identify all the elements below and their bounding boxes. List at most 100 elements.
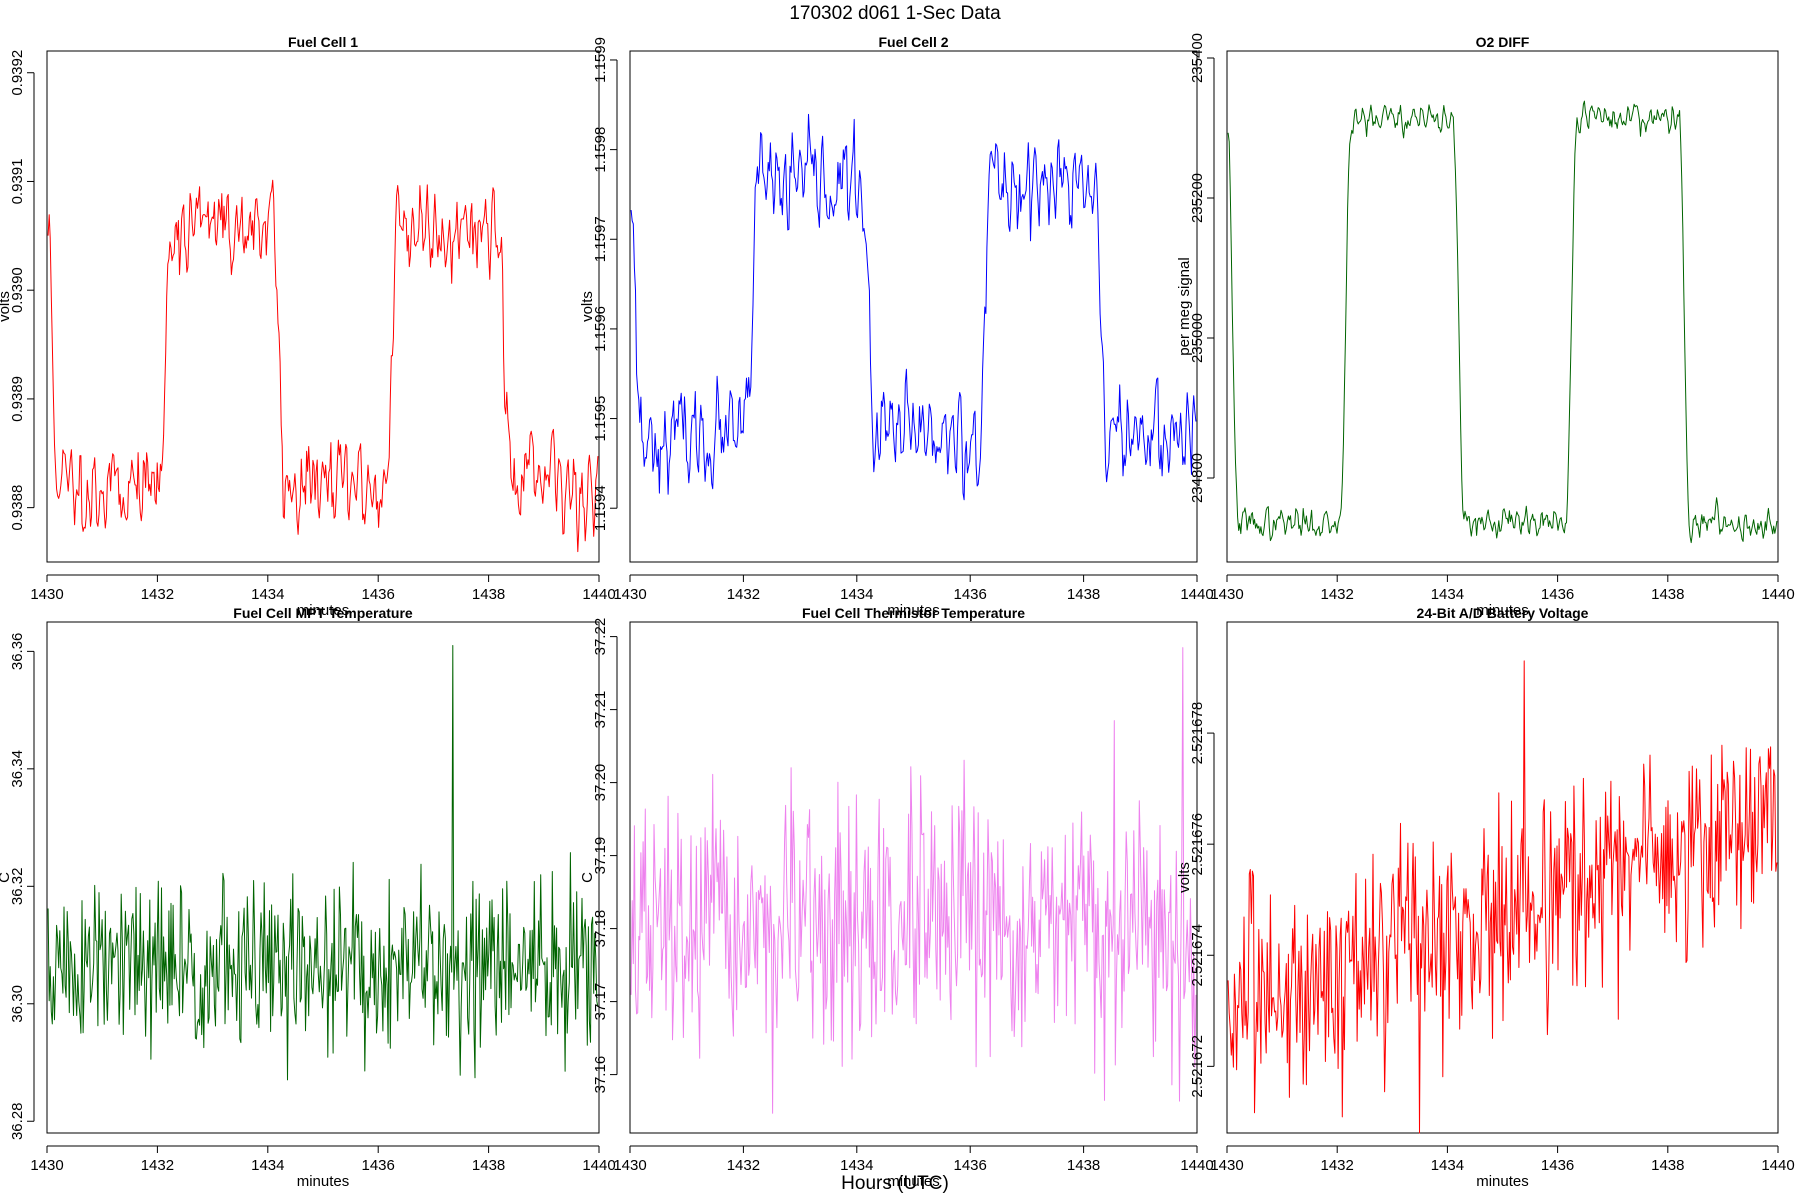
y-tick-label: 36.36 [9,633,26,671]
y-tick-label: 37.22 [592,618,609,656]
x-tick-label: 1438 [1067,1157,1100,1174]
x-axis-label: minutes [1476,602,1529,619]
x-tick-label: 1430 [613,586,646,603]
x-tick-label: 1434 [251,586,284,603]
x-tick-label: 1438 [472,586,505,603]
x-tick-label: 1432 [727,586,760,603]
y-tick-label: 0.9392 [9,50,26,96]
figure-title: 170302 d061 1-Sec Data [789,3,1001,24]
x-tick-label: 1432 [1321,586,1354,603]
y-tick-label: 2.521674 [1189,924,1206,987]
x-tick-label: 1434 [840,586,873,603]
chart-panel: 24-Bit A/D Battery Voltage 1430 1432 1434 14… [1176,605,1795,1190]
plot-frame [1226,621,1779,1134]
x-tick-label: 1434 [840,1157,873,1174]
x-tick-label: 1436 [362,1157,395,1174]
y-tick-label: 0.9390 [9,267,26,313]
chart-panel: O2 DIFF 1430 1432 1434 1436 1438 1440 minutes 23… [1176,33,1795,619]
series-line [630,647,1197,1114]
figure-x-label: Hours (UTC) [841,1173,949,1194]
y-tick-label: 2.521678 [1189,702,1206,765]
x-tick-label: 1438 [472,1157,505,1174]
y-tick-label: 1.1597 [592,216,609,262]
x-tick-label: 1430 [30,1157,63,1174]
panel-title: Fuel Cell 1 [288,34,358,50]
x-tick-label: 1440 [1180,1157,1213,1174]
panel-title: O2 DIFF [1476,34,1530,50]
y-tick-label: 235200 [1189,173,1206,223]
x-tick-label: 1434 [1431,586,1464,603]
y-axis-label: volts [1176,862,1193,893]
x-tick-label: 1432 [141,1157,174,1174]
y-tick-label: 235400 [1189,33,1206,83]
y-tick-label: 37.18 [592,910,609,948]
y-tick-label: 36.30 [9,985,26,1023]
series-line [630,113,1197,501]
x-tick-label: 1440 [1761,1157,1794,1174]
y-tick-label: 36.28 [9,1102,26,1140]
plot-frame [629,621,1198,1134]
x-tick-label: 1440 [582,1157,615,1174]
y-axis-label: volts [579,291,596,322]
x-tick-label: 1432 [1321,1157,1354,1174]
plot-frame [46,621,600,1134]
y-tick-label: 37.20 [592,764,609,802]
y-tick-label: 234800 [1189,453,1206,503]
x-tick-label: 1430 [30,586,63,603]
x-tick-label: 1434 [251,1157,284,1174]
series-line [47,179,599,553]
series-line [47,645,599,1081]
series-line [1227,660,1778,1134]
y-tick-label: 36.32 [9,868,26,906]
x-tick-label: 1438 [1651,586,1684,603]
y-tick-label: 1.1599 [592,37,609,83]
y-tick-label: 0.9388 [9,485,26,531]
y-tick-label: 0.9389 [9,376,26,422]
chart-panel: Fuel Cell Thermistor Temperature 1430 1432… [579,605,1214,1190]
y-tick-label: 0.9391 [9,159,26,205]
x-tick-label: 1432 [727,1157,760,1174]
y-axis-label: volts [0,291,13,322]
x-tick-label: 1430 [1210,1157,1243,1174]
y-tick-label: 1.1596 [592,306,609,352]
plot-frame [46,50,600,563]
y-tick-label: 37.21 [592,691,609,729]
chart-panel: Fuel Cell MPT Temperature 1430 1432 1434 143… [0,605,616,1190]
y-tick-label: 2.521672 [1189,1035,1206,1098]
y-tick-label: 37.17 [592,983,609,1021]
panel-title: Fuel Cell 2 [878,34,948,50]
y-tick-label: 36.34 [9,750,26,788]
y-tick-label: 2.521676 [1189,813,1206,876]
x-axis-label: minutes [1476,1173,1529,1190]
plot-frame [1226,50,1779,563]
x-tick-label: 1436 [954,1157,987,1174]
x-axis-label: minutes [887,602,940,619]
x-tick-label: 1436 [362,586,395,603]
x-tick-label: 1440 [1761,586,1794,603]
y-axis-label: C [0,872,13,883]
y-tick-label: 235000 [1189,313,1206,363]
chart-panels: Fuel Cell 1 1430 1432 1434 1436 1438 1440 minut… [0,33,1795,1190]
x-tick-label: 1430 [613,1157,646,1174]
x-axis-label: minutes [297,1173,350,1190]
x-tick-label: 1436 [954,586,987,603]
y-axis-label: per meg signal [1176,257,1193,355]
panel-title: Fuel Cell Thermistor Temperature [802,605,1025,621]
y-axis-label: C [579,872,596,883]
chart-panel: Fuel Cell 2 1430 1432 1434 1436 1438 1440 minut… [579,34,1214,619]
x-tick-label: 1434 [1431,1157,1464,1174]
chart-panel: Fuel Cell 1 1430 1432 1434 1436 1438 1440 minut… [0,34,616,619]
x-tick-label: 1430 [1210,586,1243,603]
x-tick-label: 1432 [141,586,174,603]
y-tick-label: 37.19 [592,837,609,875]
plot-frame [629,50,1198,563]
y-tick-label: 1.1594 [592,485,609,531]
panel-title: 24-Bit A/D Battery Voltage [1417,605,1589,621]
x-tick-label: 1436 [1541,1157,1574,1174]
x-tick-label: 1440 [1180,586,1213,603]
y-tick-label: 37.16 [592,1056,609,1094]
x-tick-label: 1440 [582,586,615,603]
panel-title: Fuel Cell MPT Temperature [233,605,413,621]
